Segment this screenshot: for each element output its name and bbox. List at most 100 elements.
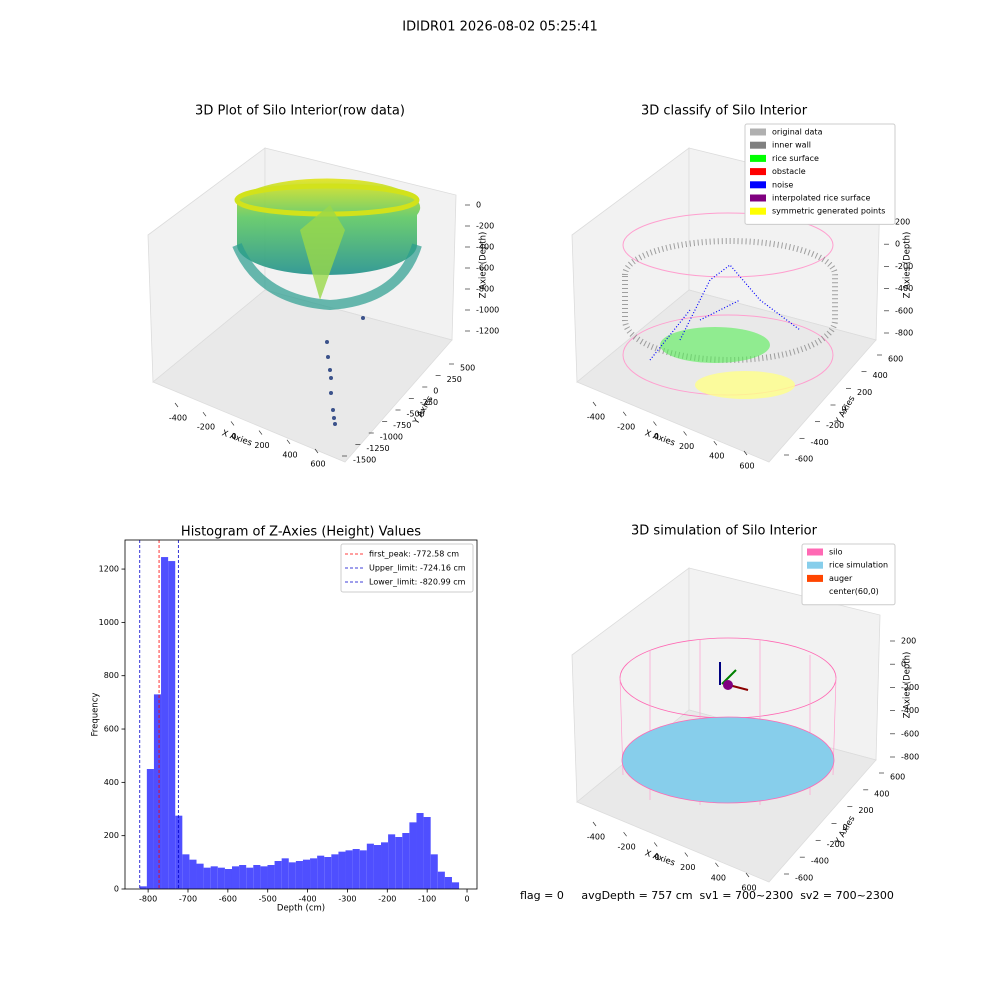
x-tick-label: -600 (219, 895, 237, 904)
bar (451, 882, 460, 889)
y-tick-label: 200 (104, 831, 119, 840)
chart-title: Histogram of Z-Axies (Height) Values (181, 525, 421, 540)
bar (239, 865, 247, 889)
legend-swatch (750, 207, 766, 215)
y-tick-label: -400 (811, 857, 829, 866)
legend-entry: Upper_limit: -724.16 cm (369, 564, 466, 573)
bar (331, 854, 339, 889)
chart-title: 3D classify of Silo Interior (641, 104, 808, 119)
bar (409, 822, 417, 889)
bar (274, 861, 282, 889)
x-tick-label: 0 (464, 895, 469, 904)
legend-swatch (750, 154, 766, 162)
z-tick-label: 0 (476, 201, 481, 210)
tick-mark (743, 450, 748, 456)
z-tick-label: 200 (895, 218, 910, 227)
legend-swatch (807, 561, 823, 569)
bar (203, 867, 211, 889)
y-tick-label: -500 (407, 410, 425, 419)
tick-mark (286, 439, 291, 445)
y-tick-label: 600 (104, 725, 119, 734)
legend-swatch (750, 141, 766, 149)
bar (416, 813, 424, 889)
y-tick-label: -1500 (353, 456, 376, 465)
tick-mark (715, 862, 719, 868)
y-tick-label: -250 (420, 398, 438, 407)
bar (231, 866, 240, 889)
y-tick-label: -1250 (366, 444, 389, 453)
bar (324, 857, 332, 889)
x-tick-label: 600 (310, 460, 325, 469)
y-axis-label: Frequency (91, 693, 101, 737)
bar (317, 855, 325, 889)
bar (437, 871, 445, 889)
bar (366, 843, 374, 889)
z-tick-label: -200 (895, 262, 913, 271)
x-tick-label: 600 (739, 462, 754, 471)
y-tick-label: 250 (447, 375, 462, 384)
y-tick-label: 800 (104, 671, 119, 680)
y-tick-label: 200 (857, 388, 872, 397)
tick-mark (258, 430, 263, 435)
tick-mark (623, 831, 627, 837)
legend-entry: auger (829, 574, 853, 583)
legend-entry: Lower_limit: -820.99 cm (369, 578, 466, 587)
legend-entry: original data (772, 128, 823, 137)
legend-entry: obstacle (772, 167, 806, 176)
tick-mark (653, 842, 658, 847)
chart-title: 3D simulation of Silo Interior (631, 524, 818, 539)
z-tick-label: 0 (901, 660, 906, 669)
y-tick-label: -400 (811, 438, 829, 447)
z-axis-label: Z Axies (Depth) (903, 232, 913, 299)
x-tick-label: -200 (378, 895, 396, 904)
x-tick-label: 600 (741, 884, 756, 893)
legend-swatch (807, 548, 823, 556)
legend-entry: rice surface (772, 154, 819, 163)
x-tick-label: 400 (709, 452, 724, 461)
legend-entry: silo (829, 548, 843, 557)
x-tick-label: 400 (282, 450, 297, 459)
x-tick-label: 0 (654, 432, 659, 441)
bar (161, 557, 169, 889)
legend-entry: inner wall (772, 141, 811, 150)
bar (444, 877, 452, 889)
bar (224, 869, 232, 889)
simulation-4 (619, 637, 837, 805)
z-axis-label: Z Axies (Depth) (479, 232, 489, 299)
y-tick-label: -750 (393, 421, 411, 430)
z-tick-label: -800 (895, 329, 913, 338)
x-axis-label: Depth (cm) (277, 904, 325, 914)
bar (381, 842, 389, 889)
bar (359, 850, 367, 889)
y-tick-label: 600 (890, 773, 905, 782)
legend-box (744, 123, 896, 225)
x-tick-label: 0 (231, 432, 236, 441)
x-tick-label: -400 (298, 895, 316, 904)
y-tick-label: -600 (795, 455, 813, 464)
bar (153, 694, 162, 889)
tick-mark (622, 411, 627, 417)
z-tick-label: -1000 (476, 306, 499, 315)
y-tick-label: 1000 (99, 618, 119, 627)
z-tick-label: -200 (901, 683, 919, 692)
y-axis-label: Y Axies (833, 814, 858, 847)
bar (146, 769, 154, 889)
bar (175, 815, 183, 889)
z-tick-label: -600 (901, 729, 919, 738)
bar (139, 886, 147, 889)
y-tick-label: 1200 (99, 565, 119, 574)
legend-swatch (750, 181, 766, 189)
point-cloud-1 (232, 178, 422, 426)
legend-swatch (807, 588, 823, 596)
legend-swatch (807, 574, 823, 582)
bar (295, 861, 303, 889)
bar (288, 862, 296, 889)
x-tick-label: -400 (587, 833, 605, 842)
legend-swatch (750, 194, 766, 202)
z-axis-label: Z Axies (Depth) (903, 652, 913, 719)
y-tick-label: 500 (460, 364, 475, 373)
y-axis-label: Y Axies (833, 394, 858, 427)
y-tick-label: -1000 (380, 433, 403, 442)
y-tick-label: 600 (888, 355, 903, 364)
tick-mark (745, 872, 750, 878)
